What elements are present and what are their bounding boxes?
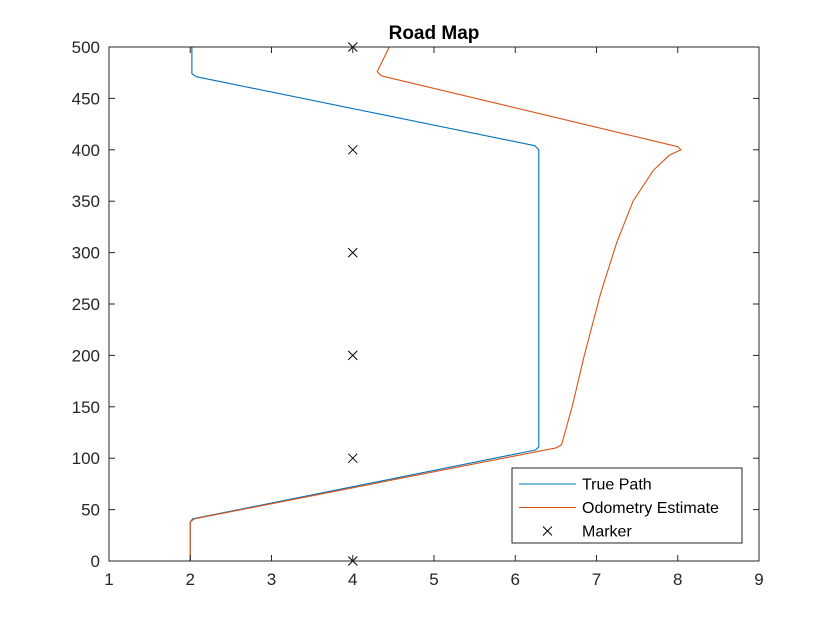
x-tick-label: 4: [348, 570, 357, 589]
chart-title: Road Map: [389, 23, 480, 44]
y-tick-label: 400: [72, 141, 100, 160]
x-tick-label: 8: [673, 570, 682, 589]
legend-label: Marker: [582, 524, 632, 541]
axis-layer: 1 2 3 4 5 6 7 8 9 0 50 100 150 200 250 300 350 400 450 500: [72, 38, 764, 589]
x-tick-label: 6: [511, 570, 520, 589]
marker-point: [347, 144, 358, 155]
legend: True Path Odometry Estimate Marker: [511, 467, 743, 544]
series-layer: [189, 42, 682, 566]
y-tick-label: 100: [72, 449, 100, 468]
legend-entry-marker: Marker: [542, 524, 632, 541]
legend-swatch-marker-stroke-b: [542, 526, 553, 536]
marker-point-stroke-b: [347, 247, 358, 258]
x-tick-label: 5: [429, 570, 438, 589]
x-tick-label: 9: [754, 570, 763, 589]
legend-label: True Path: [582, 477, 652, 494]
marker-point-stroke-b: [347, 144, 358, 155]
y-tick-label: 200: [72, 346, 100, 365]
x-tick-label: 2: [186, 570, 195, 589]
legend-label: Odometry Estimate: [582, 500, 719, 517]
x-tick-label: 7: [592, 570, 601, 589]
y-tick-label: 50: [81, 501, 100, 520]
marker-point-stroke-b: [347, 453, 358, 464]
y-tick-label: 0: [91, 552, 100, 571]
legend-swatch-marker: [542, 526, 553, 536]
legend-entries: True Path Odometry Estimate Marker: [519, 477, 719, 541]
legend-entry-odometry-estimate: Odometry Estimate: [519, 500, 719, 517]
x-tick-label: 3: [267, 570, 276, 589]
y-tick-label: 450: [72, 89, 100, 108]
odometry-estimate-line: [189, 46, 682, 561]
y-tick-label: 150: [72, 398, 100, 417]
y-tick-label: 500: [72, 38, 100, 57]
y-tick-label: 250: [72, 295, 100, 314]
marker-point-stroke-b: [347, 350, 358, 361]
y-tick-label: 300: [72, 244, 100, 263]
marker-point: [347, 247, 358, 258]
x-tick-label: 1: [104, 570, 113, 589]
marker-point: [347, 350, 358, 361]
y-tick-label: 350: [72, 192, 100, 211]
legend-box: [511, 467, 743, 544]
marker-point: [347, 453, 358, 464]
legend-entry-true-path: True Path: [519, 477, 652, 494]
